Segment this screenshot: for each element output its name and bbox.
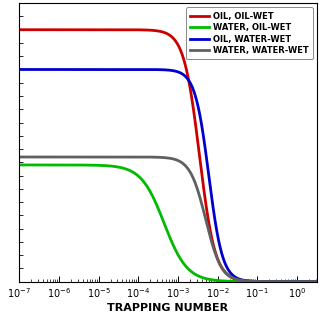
Legend: OIL, OIL-WET, WATER, OIL-WET, OIL, WATER-WET, WATER, WATER-WET: OIL, OIL-WET, WATER, OIL-WET, OIL, WATER… xyxy=(186,7,313,59)
X-axis label: TRAPPING NUMBER: TRAPPING NUMBER xyxy=(108,303,228,313)
